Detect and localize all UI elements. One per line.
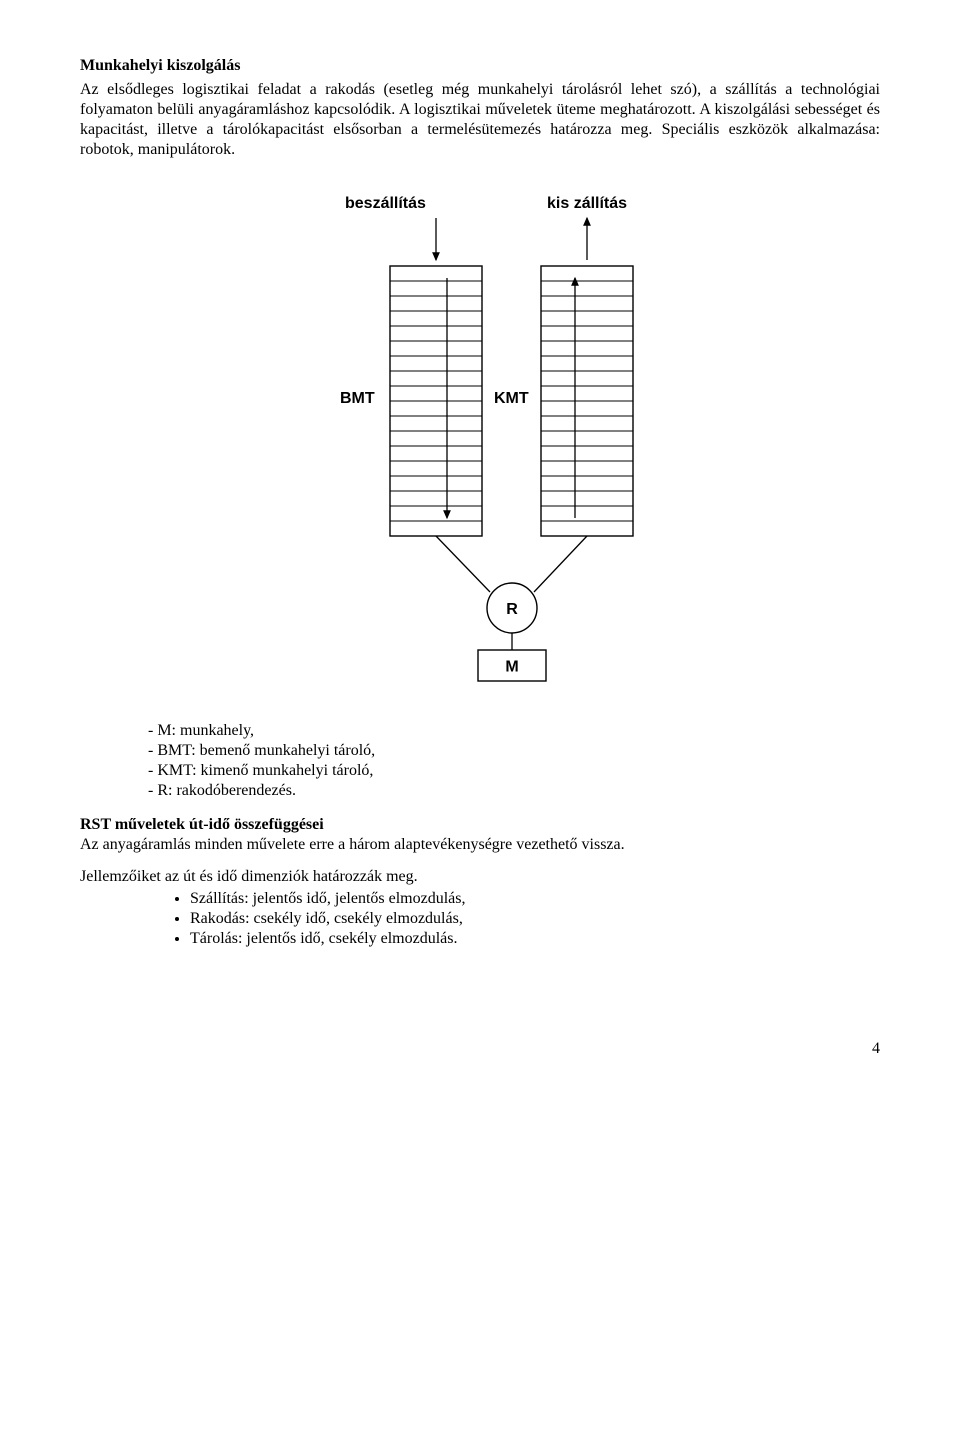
svg-text:kis zállítás: kis zállítás (547, 195, 627, 212)
svg-text:BMT: BMT (340, 390, 375, 407)
diagram-legend: - M: munkahely, - BMT: bemenő munkahelyi… (80, 721, 880, 801)
svg-text:M: M (505, 659, 518, 676)
diagram-container: beszállítás kis zállítás BMT KMT R M (80, 188, 880, 693)
legend-item: - R: rakodóberendezés. (148, 781, 880, 801)
legend-item: - KMT: kimenő munkahelyi tároló, (148, 761, 880, 781)
svg-text:KMT: KMT (494, 390, 529, 407)
bullet-item: Tárolás: jelentős idő, csekély elmozdulá… (190, 929, 880, 949)
bullet-item: Rakodás: csekély idő, csekély elmozdulás… (190, 909, 880, 929)
svg-text:beszállítás: beszállítás (345, 195, 426, 212)
section2-paragraph1: Az anyagáramlás minden művelete erre a h… (80, 835, 880, 855)
legend-item: - M: munkahely, (148, 721, 880, 741)
legend-item: - BMT: bemenő munkahelyi tároló, (148, 741, 880, 761)
bullet-item: Szállítás: jelentős idő, jelentős elmozd… (190, 889, 880, 909)
svg-text:R: R (506, 601, 518, 618)
section1-heading: Munkahelyi kiszolgálás (80, 56, 880, 76)
section1-paragraph: Az elsődleges logisztikai feladat a rako… (80, 80, 880, 160)
section2-paragraph2: Jellemzőiket az út és idő dimenziók hatá… (80, 867, 880, 887)
section2-bullets: Szállítás: jelentős idő, jelentős elmozd… (80, 889, 880, 949)
page-number: 4 (80, 1039, 880, 1059)
section2-heading: RST műveletek út-idő összefüggései (80, 815, 880, 835)
workplace-service-diagram: beszállítás kis zállítás BMT KMT R M (285, 188, 675, 693)
